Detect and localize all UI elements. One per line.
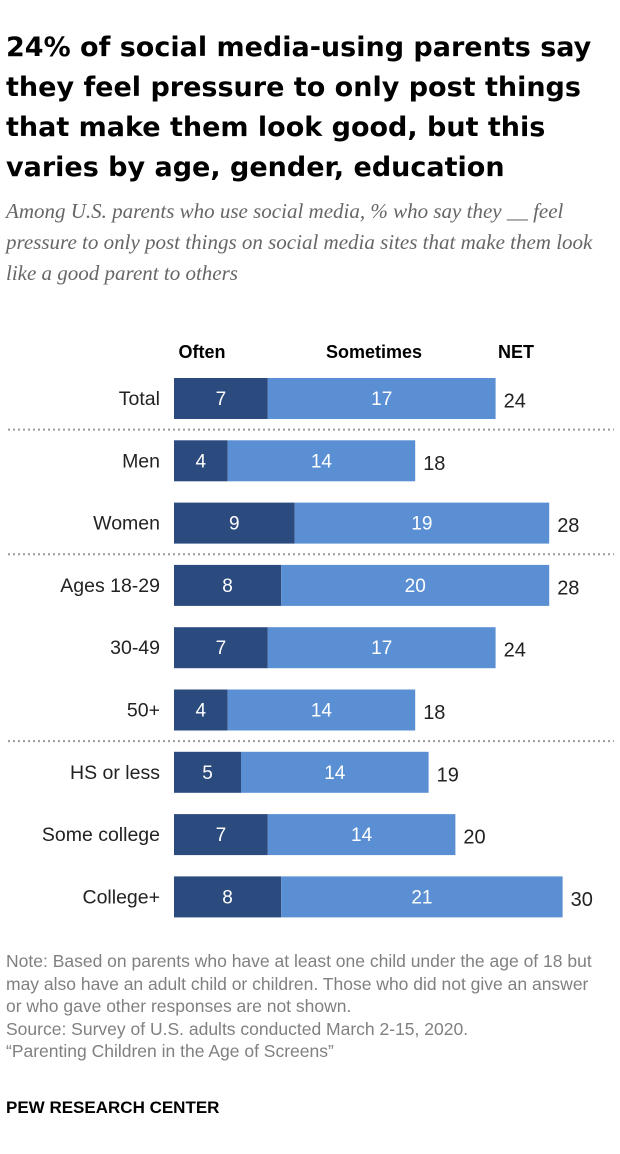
bar-sometimes (267, 378, 496, 419)
value-label-often: 8 (222, 887, 233, 908)
value-label-sometimes: 14 (311, 701, 333, 722)
column-header-sometimes: Sometimes (326, 342, 422, 362)
category-label: College+ (82, 886, 160, 908)
value-label-sometimes: 17 (371, 638, 392, 659)
value-label-often: 5 (202, 763, 213, 784)
bar-often (174, 440, 228, 482)
net-value-label: 30 (571, 889, 593, 911)
report-title: “Parenting Children in the Age of Screen… (6, 1041, 334, 1061)
bar-often (174, 814, 268, 856)
bar-often (174, 502, 295, 544)
value-label-often: 9 (229, 514, 240, 535)
net-value-label: 20 (463, 827, 485, 849)
chart-notes: Note: Based on parents who have at least… (6, 950, 606, 1063)
value-label-sometimes: 17 (371, 389, 392, 410)
stacked-bar-chart: Often Sometimes NET Total 7 17 24 Men 4 14 18 Women… (8, 342, 614, 918)
value-label-often: 4 (196, 451, 207, 472)
column-header-often: Often (179, 342, 226, 362)
net-value-label: 18 (423, 453, 445, 475)
value-label-often: 7 (216, 825, 227, 846)
bar-sometimes (267, 814, 456, 856)
source-text: Source: Survey of U.S. adults conducted … (6, 1018, 469, 1039)
value-label-often: 7 (216, 389, 227, 410)
bar-often (174, 627, 268, 669)
value-label-sometimes: 21 (411, 887, 432, 908)
value-label-often: 4 (196, 701, 207, 722)
value-label-often: 7 (216, 638, 227, 659)
bar-sometimes (281, 876, 563, 918)
net-value-label: 18 (423, 702, 445, 724)
net-value-label: 24 (504, 640, 526, 662)
category-label: HS or less (70, 762, 160, 784)
category-label: Men (122, 450, 160, 472)
category-label: Some college (42, 824, 160, 846)
value-label-sometimes: 14 (311, 451, 333, 472)
bar-often (174, 751, 241, 793)
category-label: Total (119, 388, 160, 410)
bar-often (174, 876, 282, 918)
value-label-sometimes: 14 (324, 763, 346, 784)
chart-subtitle: Among U.S. parents who use social media,… (6, 199, 593, 285)
net-value-label: 24 (504, 391, 526, 413)
column-header-net: NET (498, 342, 534, 362)
bar-sometimes (227, 689, 416, 731)
category-label: Women (93, 513, 160, 535)
net-value-label: 19 (437, 764, 459, 786)
value-label-sometimes: 19 (411, 514, 432, 535)
category-label: Ages 18-29 (60, 575, 160, 597)
note-text: Note: Based on parents who have at least… (6, 951, 592, 1016)
bar-sometimes (267, 627, 496, 669)
value-label-sometimes: 14 (351, 825, 373, 846)
bar-often (174, 378, 268, 419)
bar-sometimes (294, 502, 550, 544)
value-label-often: 8 (222, 576, 233, 597)
bar-often (174, 564, 282, 606)
bar-sometimes (227, 440, 416, 482)
net-value-label: 28 (557, 577, 579, 599)
bar-sometimes (241, 751, 429, 793)
category-label: 30-49 (110, 637, 160, 659)
brand-logo-text: PEW RESEARCH CENTER (6, 1098, 220, 1117)
bar-often (174, 689, 228, 731)
chart-title: 24% of social media-using parents say th… (6, 32, 592, 183)
category-label: 50+ (127, 700, 160, 722)
bar-sometimes (281, 564, 550, 606)
value-label-sometimes: 20 (405, 576, 426, 597)
net-value-label: 28 (557, 515, 579, 537)
